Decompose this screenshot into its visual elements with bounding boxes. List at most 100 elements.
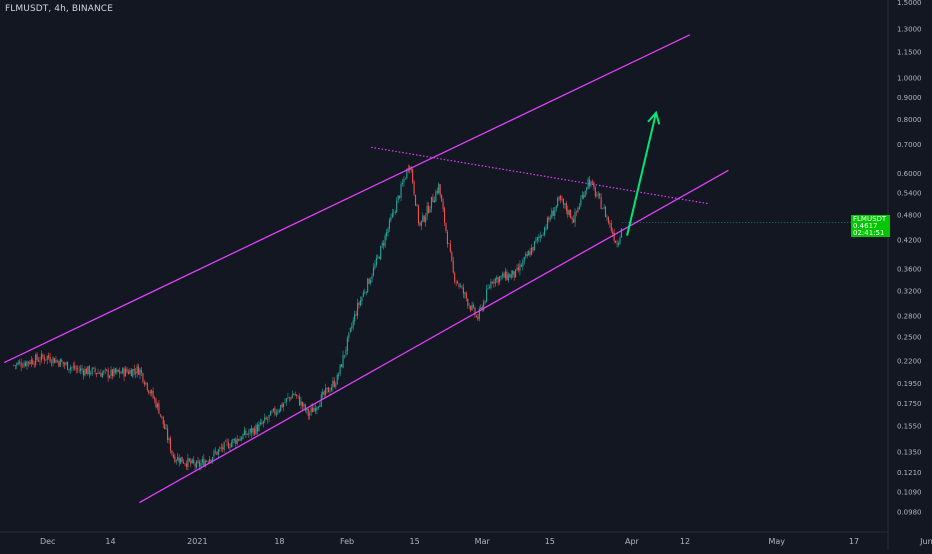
candle-body [294,393,296,396]
x-tick-label: Feb [340,537,354,546]
candle-body [111,369,114,377]
candle-body [484,300,486,302]
candle-body [158,403,160,414]
candle-body [580,199,582,206]
candle-body [153,397,156,400]
candle-body [517,267,520,271]
candle-body [372,267,375,276]
candle-body [126,369,128,372]
candle-body [181,456,183,463]
candle-body [390,217,392,221]
price-axis[interactable]: 1.5000 1.3000 1.1500 1.0000 0.9000 0.8000 0.70… [897,0,922,516]
candle-body [335,384,337,387]
upper-channel-line [3,34,691,364]
candle-body [559,195,562,200]
candle-body [90,373,92,375]
candle-body [77,368,79,370]
candle-body [435,191,437,202]
candle-body [145,382,147,384]
candle-body [196,461,198,468]
candle-body [443,208,446,223]
candle-body [167,428,169,440]
candle-body [168,438,170,441]
candle-body [30,359,32,365]
candle-body [151,390,153,394]
candle-body [399,195,401,198]
candle-body [265,417,267,420]
candle-body [503,273,505,278]
candle-body [91,368,93,375]
candle-body [394,211,396,213]
candle-body [136,366,138,374]
candle-body [14,365,16,366]
y-tick-label: 0.5400 [897,190,922,198]
candle-body [613,232,615,241]
candle-body [256,425,259,432]
candle-body [396,200,398,213]
candle-body [297,395,299,397]
x-tick-label: 12 [680,537,690,546]
candle-body [142,373,144,382]
candle-body [27,361,29,364]
candle-body [533,241,535,250]
candle-body [617,243,620,246]
candle-body [423,215,425,222]
candle-body [133,368,135,372]
candle-body [227,442,230,449]
candle-body [188,458,190,461]
candle-body [46,355,48,360]
candle-body [512,270,514,275]
candle-body [420,220,422,226]
candle-body [381,242,383,246]
y-tick-label: 0.2200 [897,357,922,365]
candle-body [22,366,24,368]
candle-body [204,460,206,467]
candle-body [403,179,405,183]
candle-body [364,292,366,294]
candle-body [483,301,485,311]
candle-body [239,438,241,441]
candle-body [544,227,546,235]
candle-body [470,305,472,311]
candle-body [329,391,331,392]
candle-body [452,260,454,273]
candle-body [172,454,174,458]
candle-body [368,278,370,284]
candle-body [185,463,187,467]
candle-body [599,193,601,197]
candle-body [255,424,257,435]
candle-body [98,373,100,374]
candle-body [35,354,37,366]
candle-body [578,206,580,209]
candle-body [245,430,247,436]
candle-body [211,457,214,461]
candle-body [307,409,309,416]
candle-body [198,462,201,467]
candle-body [552,211,554,216]
candle-body [351,326,353,329]
candle-body [616,243,618,245]
candle-body [24,362,27,366]
time-axis[interactable]: Dec 14 2021 18 Feb 15 Mar 15 Apr 12 May 17 Jun [40,537,932,546]
candle-body [140,370,143,373]
candle-body [45,359,47,361]
candle-body [529,251,531,256]
candle-body [581,194,583,199]
candle-body [393,212,395,213]
candle-body [20,362,22,367]
candle-body [603,207,605,209]
candle-body [97,372,99,374]
candle-body [338,374,340,376]
candle-body [446,231,448,245]
candle-body [226,441,228,442]
candle-body [312,407,314,413]
candle-body [557,198,559,206]
candle-body [546,217,549,229]
candle-body [116,369,118,373]
candle-body [117,369,119,372]
candle-body [330,387,332,391]
y-tick-label: 0.8000 [897,116,922,124]
candle-body [165,428,167,429]
